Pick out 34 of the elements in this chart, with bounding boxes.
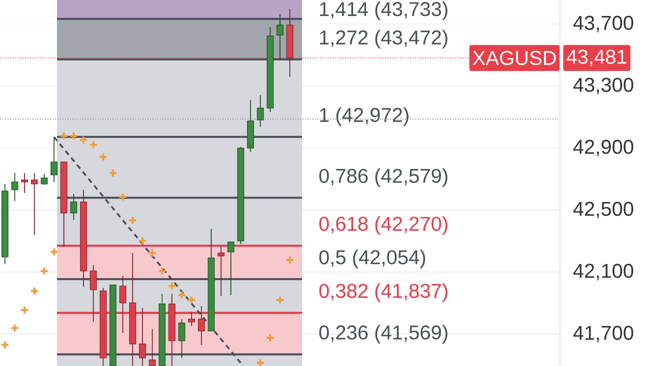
ref-line-label: 1 (42,972) bbox=[320, 107, 408, 126]
candlestick bbox=[40, 173, 48, 186]
ref-line-label: 1,272 (43,472) bbox=[320, 30, 448, 49]
candlestick bbox=[21, 172, 28, 194]
y-tick-label: 41,700 bbox=[573, 326, 634, 342]
point bbox=[50, 247, 59, 256]
candlestick bbox=[70, 193, 78, 220]
y-tick-label: 43,300 bbox=[573, 78, 634, 94]
point bbox=[256, 358, 265, 366]
candlestick bbox=[11, 172, 18, 202]
point bbox=[138, 236, 147, 246]
point bbox=[167, 282, 176, 290]
ref-line-label: 0,382 (41,837) bbox=[319, 283, 448, 302]
ref-line-label: 0,5 (42,054) bbox=[319, 250, 426, 268]
point bbox=[88, 140, 98, 150]
point bbox=[128, 216, 138, 225]
ref-line-label: 0,618 (42,270) bbox=[319, 216, 448, 235]
point bbox=[266, 333, 275, 342]
candlestick bbox=[178, 318, 186, 358]
y-tick-label: 43,700 bbox=[573, 16, 634, 32]
ref-line-label: 1,414 (43,733) bbox=[320, 2, 448, 20]
ref-line-label: 0,786 (42,579) bbox=[319, 168, 448, 187]
y-tick-label: 42,900 bbox=[573, 140, 634, 156]
ref-line-label: XAGUSD bbox=[472, 50, 556, 66]
y-tick-label: 42,500 bbox=[573, 202, 634, 218]
candlestick bbox=[227, 242, 234, 296]
candlestick bbox=[50, 136, 58, 182]
candlestick bbox=[256, 94, 264, 128]
candlestick bbox=[276, 13, 284, 60]
point bbox=[0, 340, 10, 350]
candlestick bbox=[30, 172, 38, 236]
text: 43,481 bbox=[566, 50, 626, 66]
y-tick-label: 42,100 bbox=[573, 264, 634, 280]
ref-line-label: 0,236 (41,569) bbox=[319, 324, 448, 344]
